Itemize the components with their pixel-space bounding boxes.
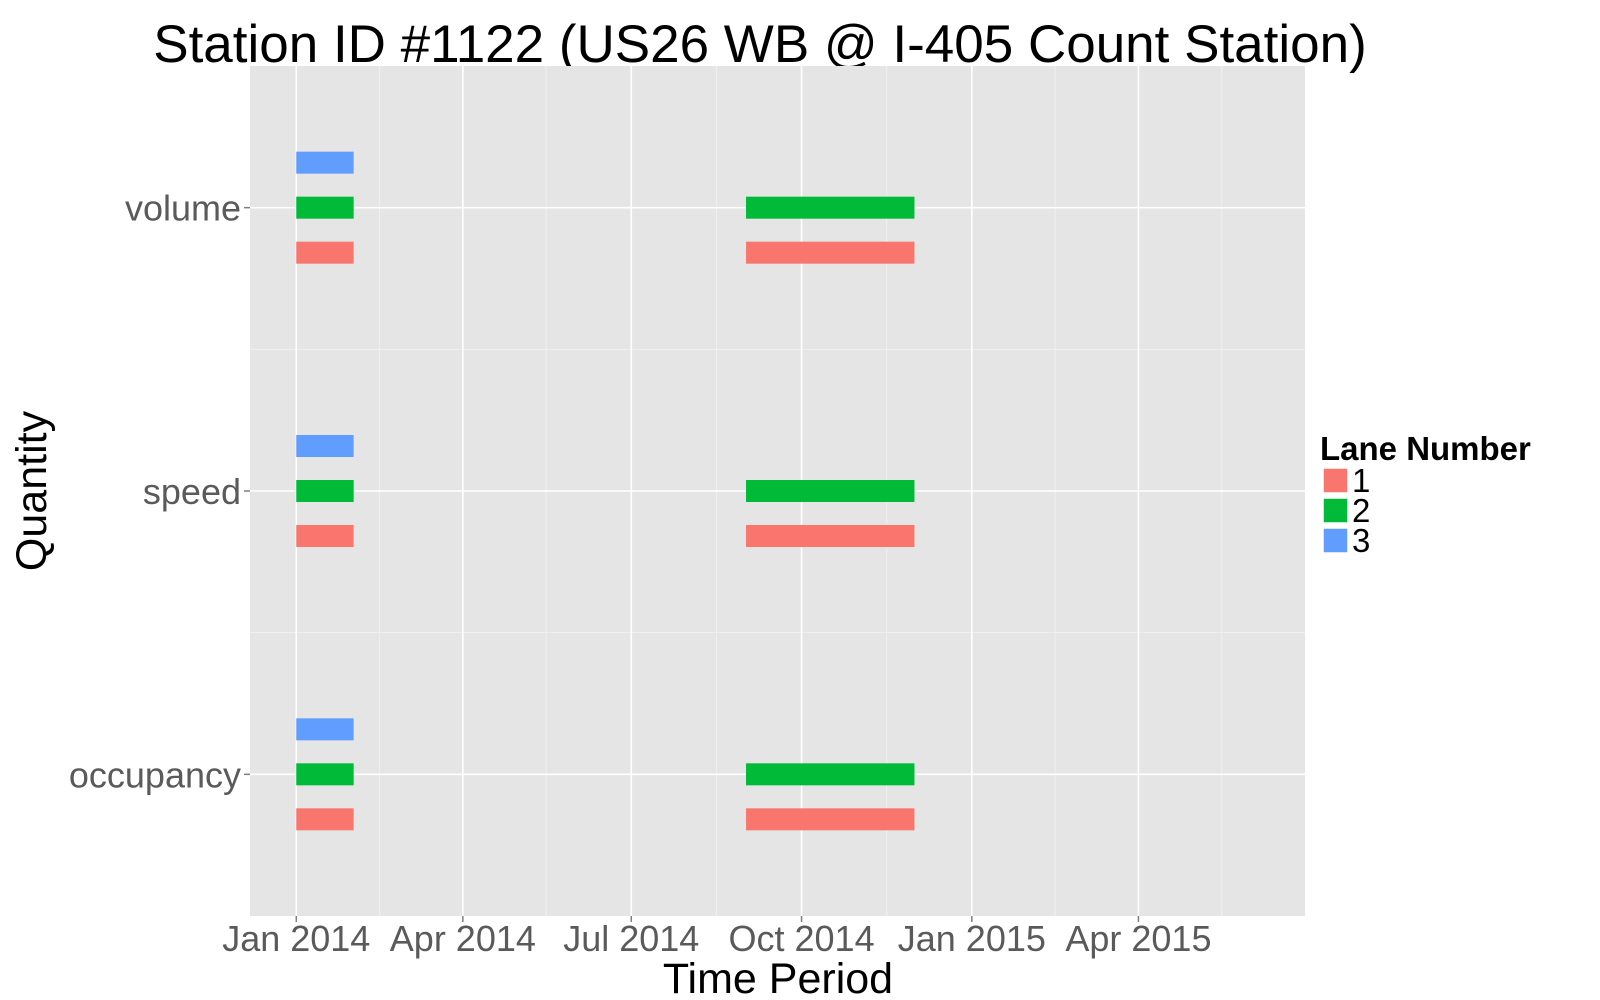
legend-label-lane-1: 1 [1352, 462, 1370, 499]
bar-lane-3-speed [296, 435, 354, 457]
y-axis-title: Quantity [8, 410, 56, 571]
x-tick-label: Jul 2014 [563, 918, 699, 959]
y-axis: occupancy speed volume [69, 188, 250, 795]
x-tick-label: Jan 2014 [222, 918, 370, 959]
legend-key-lane-2 [1322, 497, 1349, 524]
legend-label-lane-2: 2 [1352, 492, 1370, 529]
bar-lane-3-occupancy [296, 718, 354, 741]
bar-lane-1-speed [296, 525, 354, 547]
bar-lane-1-volume [746, 241, 915, 264]
x-tick-label: Jan 2015 [898, 918, 1046, 959]
bar-lane-1-occupancy [296, 808, 354, 831]
x-tick-label: Oct 2014 [729, 918, 875, 959]
legend: Lane Number 123 [1320, 430, 1531, 559]
bar-lane-2-occupancy [296, 763, 354, 786]
legend-key-lane-3 [1322, 527, 1349, 554]
x-axis: Jan 2014 Apr 2014 Jul 2014 Oct 2014 Jan 2015… [222, 916, 1211, 959]
chart-title: Station ID #1122 (US26 WB @ I-405 Count … [153, 15, 1367, 74]
bar-lane-2-occupancy [746, 763, 915, 786]
x-axis-title: Time Period [663, 955, 893, 1000]
lane-bars [296, 151, 915, 831]
legend-key-lane-1 [1322, 467, 1349, 494]
y-tick-label-speed: speed [143, 471, 241, 512]
bar-lane-2-speed [746, 480, 915, 502]
bar-lane-2-volume [296, 196, 354, 219]
x-tick-label: Apr 2014 [390, 918, 536, 959]
bar-lane-3-volume [296, 151, 354, 174]
bar-lane-1-speed [746, 525, 915, 547]
bar-lane-2-speed [296, 480, 354, 502]
bar-lane-1-volume [296, 241, 354, 264]
y-tick-label-volume: volume [125, 188, 241, 229]
bar-lane-2-volume [746, 196, 915, 219]
y-tick-label-occupancy: occupancy [69, 754, 241, 795]
bar-lane-1-occupancy [746, 808, 915, 831]
legend-label-lane-3: 3 [1352, 522, 1370, 559]
legend-title: Lane Number [1320, 430, 1531, 467]
x-tick-label: Apr 2015 [1065, 918, 1211, 959]
